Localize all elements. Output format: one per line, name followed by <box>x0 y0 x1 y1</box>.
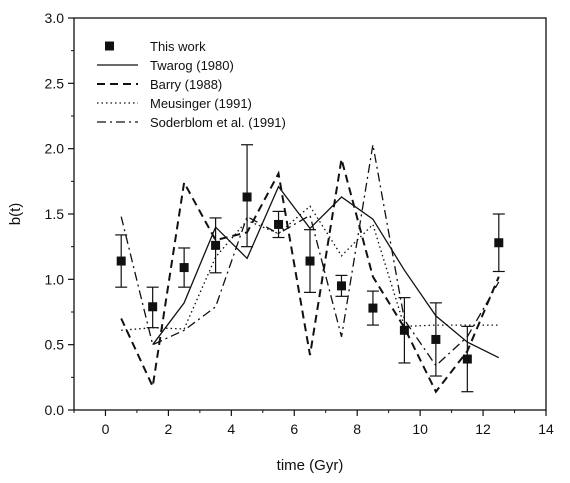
legend-label: Meusinger (1991) <box>150 96 252 111</box>
data-marker <box>431 334 441 344</box>
legend-label: Twarog (1980) <box>150 58 234 73</box>
data-marker <box>211 240 221 250</box>
legend-label: Soderblom et al. (1991) <box>150 115 286 130</box>
data-point <box>492 213 505 273</box>
legend-item: This work <box>105 39 206 54</box>
data-marker <box>305 256 315 266</box>
legend-item: Meusinger (1991) <box>97 96 252 111</box>
legend-item: Twarog (1980) <box>97 58 234 73</box>
x-axis-label: time (Gyr) <box>277 457 344 474</box>
y-tick-label: 1.5 <box>45 206 65 222</box>
data-point <box>335 274 348 297</box>
data-marker <box>179 263 189 273</box>
series-line-1 <box>152 185 500 359</box>
data-point <box>304 229 316 293</box>
data-marker <box>116 256 126 266</box>
y-tick-label: 0.5 <box>45 337 65 353</box>
y-tick-label: 2.0 <box>45 141 65 157</box>
y-tick-label: 2.5 <box>45 75 65 91</box>
data-marker <box>462 354 472 364</box>
data-marker <box>336 281 346 291</box>
data-marker <box>242 192 252 202</box>
data-marker <box>494 238 504 248</box>
data-marker <box>399 325 409 335</box>
data-point <box>146 286 159 329</box>
data-marker <box>368 303 378 313</box>
data-point <box>241 144 254 248</box>
y-axis-label: b(t) <box>7 203 24 226</box>
data-point <box>209 217 222 274</box>
x-tick-label: 14 <box>538 421 554 437</box>
x-tick-label: 8 <box>353 421 361 437</box>
legend-label: Barry (1988) <box>150 77 222 92</box>
data-marker <box>148 302 158 312</box>
y-tick-label: 0.0 <box>45 402 65 418</box>
x-tick-label: 0 <box>102 421 110 437</box>
y-tick-label: 1.0 <box>45 271 65 287</box>
legend-item: Soderblom et al. (1991) <box>97 115 286 130</box>
series-line-4 <box>120 144 500 367</box>
plot-layer <box>115 144 505 394</box>
series-line-3 <box>121 205 499 331</box>
x-tick-label: 6 <box>290 421 298 437</box>
x-tick-label: 2 <box>165 421 173 437</box>
axis-ticks: 0 2 4 6 8 10 12 14 0.0 0.5 1.0 1.5 2.0 2.5 3.0 <box>45 10 554 437</box>
legend-marker <box>105 41 114 51</box>
series-line-2 <box>120 158 500 394</box>
legend-item: Barry (1988) <box>97 77 222 92</box>
data-point <box>115 234 128 288</box>
legend-label: This work <box>150 39 206 54</box>
x-tick-label: 4 <box>227 421 235 437</box>
x-tick-label: 12 <box>475 421 491 437</box>
data-point <box>398 297 411 364</box>
data-point <box>366 290 379 326</box>
y-tick-label: 3.0 <box>45 10 65 26</box>
legend: This work Twarog (1980) Barry (1988) Meusin… <box>97 39 286 130</box>
data-marker <box>274 219 284 229</box>
x-tick-label: 10 <box>412 421 428 437</box>
data-point <box>178 247 191 288</box>
